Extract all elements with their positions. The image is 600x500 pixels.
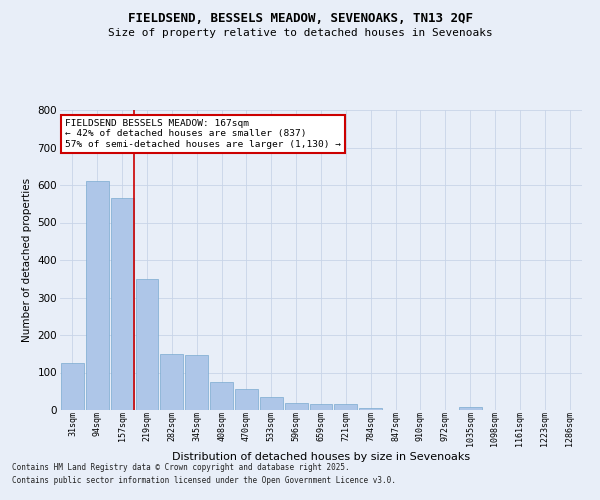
Text: Contains public sector information licensed under the Open Government Licence v3: Contains public sector information licen… bbox=[12, 476, 396, 485]
Text: Contains HM Land Registry data © Crown copyright and database right 2025.: Contains HM Land Registry data © Crown c… bbox=[12, 462, 350, 471]
Bar bbox=[61, 363, 84, 410]
Text: FIELDSEND BESSELS MEADOW: 167sqm
← 42% of detached houses are smaller (837)
57% : FIELDSEND BESSELS MEADOW: 167sqm ← 42% o… bbox=[65, 119, 341, 149]
Bar bbox=[285, 402, 308, 410]
Y-axis label: Number of detached properties: Number of detached properties bbox=[22, 178, 32, 342]
Bar bbox=[160, 354, 183, 410]
Bar bbox=[260, 397, 283, 410]
Bar bbox=[235, 390, 258, 410]
Bar bbox=[136, 279, 158, 410]
Bar bbox=[210, 382, 233, 410]
Bar bbox=[185, 354, 208, 410]
Bar bbox=[334, 404, 357, 410]
Bar bbox=[111, 198, 134, 410]
Bar bbox=[459, 407, 482, 410]
Bar bbox=[310, 404, 332, 410]
X-axis label: Distribution of detached houses by size in Sevenoaks: Distribution of detached houses by size … bbox=[172, 452, 470, 462]
Bar bbox=[86, 181, 109, 410]
Bar bbox=[359, 408, 382, 410]
Text: FIELDSEND, BESSELS MEADOW, SEVENOAKS, TN13 2QF: FIELDSEND, BESSELS MEADOW, SEVENOAKS, TN… bbox=[128, 12, 473, 26]
Text: Size of property relative to detached houses in Sevenoaks: Size of property relative to detached ho… bbox=[107, 28, 493, 38]
